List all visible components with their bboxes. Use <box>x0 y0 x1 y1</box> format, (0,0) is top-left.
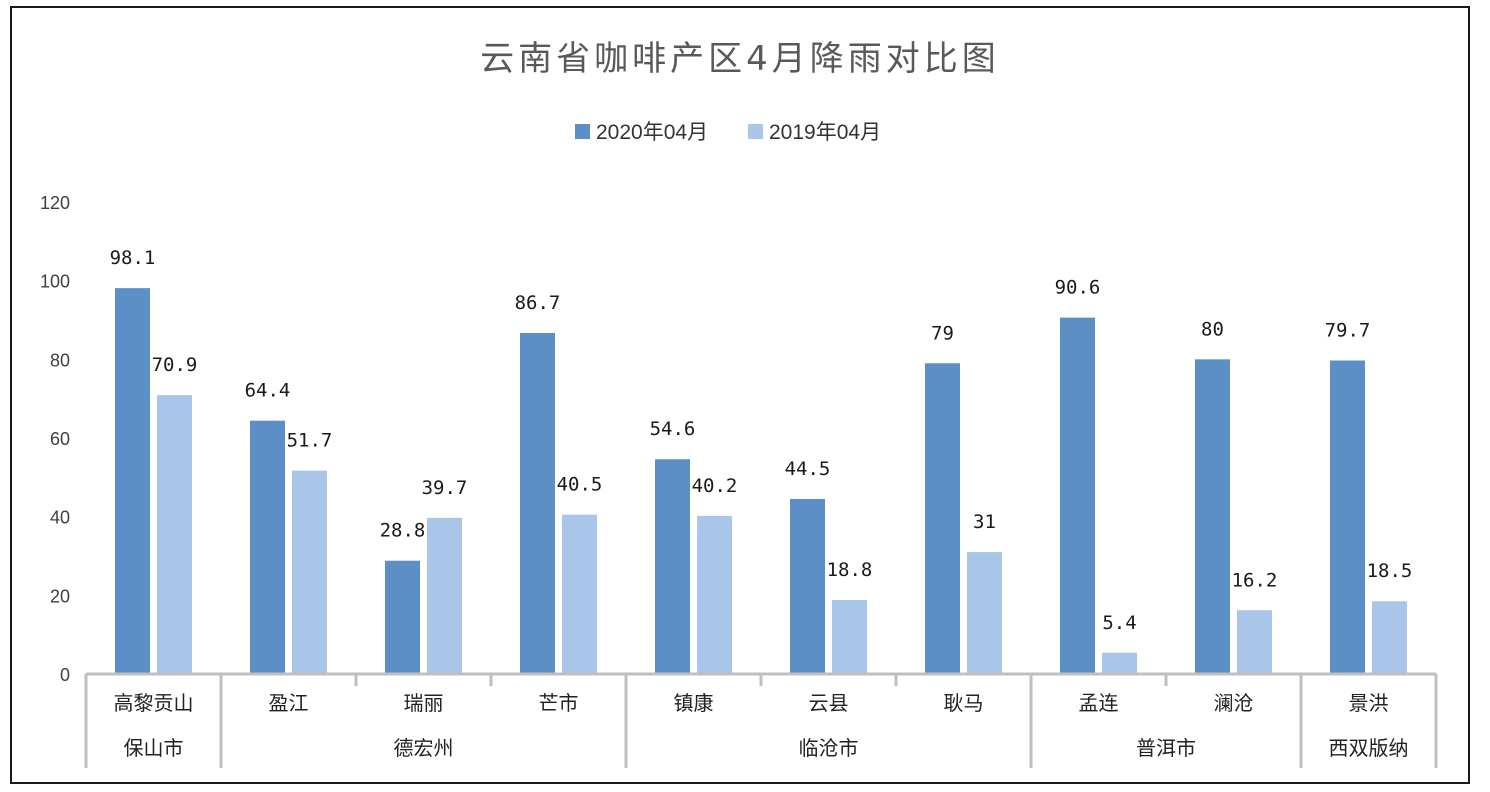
data-label: 70.9 <box>152 354 198 376</box>
data-label: 40.2 <box>692 475 738 497</box>
legend-swatch-1 <box>575 124 590 139</box>
x-category-label: 云县 <box>809 691 849 715</box>
bar-2020-10 <box>1330 360 1365 674</box>
bar-2019-7 <box>967 552 1002 674</box>
data-labels: 98.1 70.9 64.4 51.7 28.8 39.7 86.7 40.5 54.6 40.2… <box>110 247 1413 634</box>
data-label: 86.7 <box>515 292 561 314</box>
chart-title: 云南省咖啡产区4月降雨对比图 <box>480 39 1000 79</box>
bar-2020-4 <box>520 332 555 674</box>
bar-2019-8 <box>1102 652 1137 674</box>
bar-2019-4 <box>562 514 597 674</box>
data-label: 28.8 <box>380 520 426 542</box>
bar-2019-5 <box>697 515 732 674</box>
bar-2020-9 <box>1195 359 1230 674</box>
chart-canvas: 云南省咖啡产区4月降雨对比图 2020年04月 2019年04月 0 20 40 60 8… <box>40 39 1438 768</box>
y-tick-label: 80 <box>50 350 70 370</box>
bar-2019-3 <box>427 517 462 674</box>
bar-2019-6 <box>832 600 867 674</box>
data-label: 31 <box>973 511 996 533</box>
bar-2019-2 <box>292 470 327 674</box>
y-tick-label: 100 <box>40 272 70 292</box>
data-label: 44.5 <box>785 458 831 480</box>
x-group-label: 普洱市 <box>1136 736 1196 760</box>
x-category-label: 高黎贡山 <box>114 691 194 715</box>
data-label: 79 <box>931 322 954 344</box>
legend-label-1: 2020年04月 <box>596 121 708 144</box>
x-category-label: 瑞丽 <box>404 691 444 715</box>
x-group-label: 保山市 <box>124 736 184 760</box>
data-label: 80 <box>1201 318 1224 340</box>
bars <box>115 288 1407 674</box>
bar-2020-2 <box>250 420 285 674</box>
y-tick-label: 60 <box>50 429 70 449</box>
data-label: 16.2 <box>1232 569 1278 591</box>
data-label: 51.7 <box>287 430 333 452</box>
data-label: 40.5 <box>557 474 603 496</box>
bar-2019-1 <box>157 395 192 674</box>
x-category-label: 澜沧 <box>1214 691 1254 715</box>
bar-2019-9 <box>1237 610 1272 674</box>
data-label: 18.5 <box>1367 560 1413 582</box>
x-group-label: 西双版纳 <box>1329 736 1409 760</box>
data-label: 54.6 <box>650 418 696 440</box>
data-label: 18.8 <box>827 559 873 581</box>
y-tick-label: 0 <box>60 665 70 685</box>
chart-frame: 云南省咖啡产区4月降雨对比图 2020年04月 2019年04月 0 20 40 60 8… <box>10 6 1470 784</box>
x-category-label: 孟连 <box>1079 691 1119 715</box>
data-label: 79.7 <box>1325 320 1371 342</box>
data-label: 64.4 <box>245 380 291 402</box>
y-tick-label: 20 <box>50 586 70 606</box>
legend: 2020年04月 2019年04月 <box>575 121 881 144</box>
data-label: 5.4 <box>1102 612 1136 634</box>
data-label: 90.6 <box>1055 277 1101 299</box>
data-label: 39.7 <box>422 477 468 499</box>
bar-2019-10 <box>1372 601 1407 674</box>
x-category-label: 芒市 <box>539 691 579 715</box>
x-group-label: 德宏州 <box>394 736 454 760</box>
x-category-label: 镇康 <box>674 691 714 715</box>
x-category-label: 盈江 <box>269 691 309 715</box>
legend-swatch-2 <box>748 124 763 139</box>
legend-label-2: 2019年04月 <box>769 121 881 144</box>
bar-2020-6 <box>790 498 825 674</box>
data-label: 98.1 <box>110 247 156 269</box>
bar-2020-3 <box>385 560 420 674</box>
y-axis: 0 20 40 60 80 100 120 <box>40 193 70 685</box>
bar-2020-1 <box>115 288 150 674</box>
x-category-label: 耿马 <box>944 691 984 715</box>
x-category-label: 景洪 <box>1349 691 1389 715</box>
y-tick-label: 120 <box>40 193 70 213</box>
bar-2020-7 <box>925 363 960 674</box>
bar-2020-5 <box>655 459 690 674</box>
bar-2020-8 <box>1060 317 1095 674</box>
x-group-label: 临沧市 <box>799 736 859 760</box>
y-tick-label: 40 <box>50 508 70 528</box>
